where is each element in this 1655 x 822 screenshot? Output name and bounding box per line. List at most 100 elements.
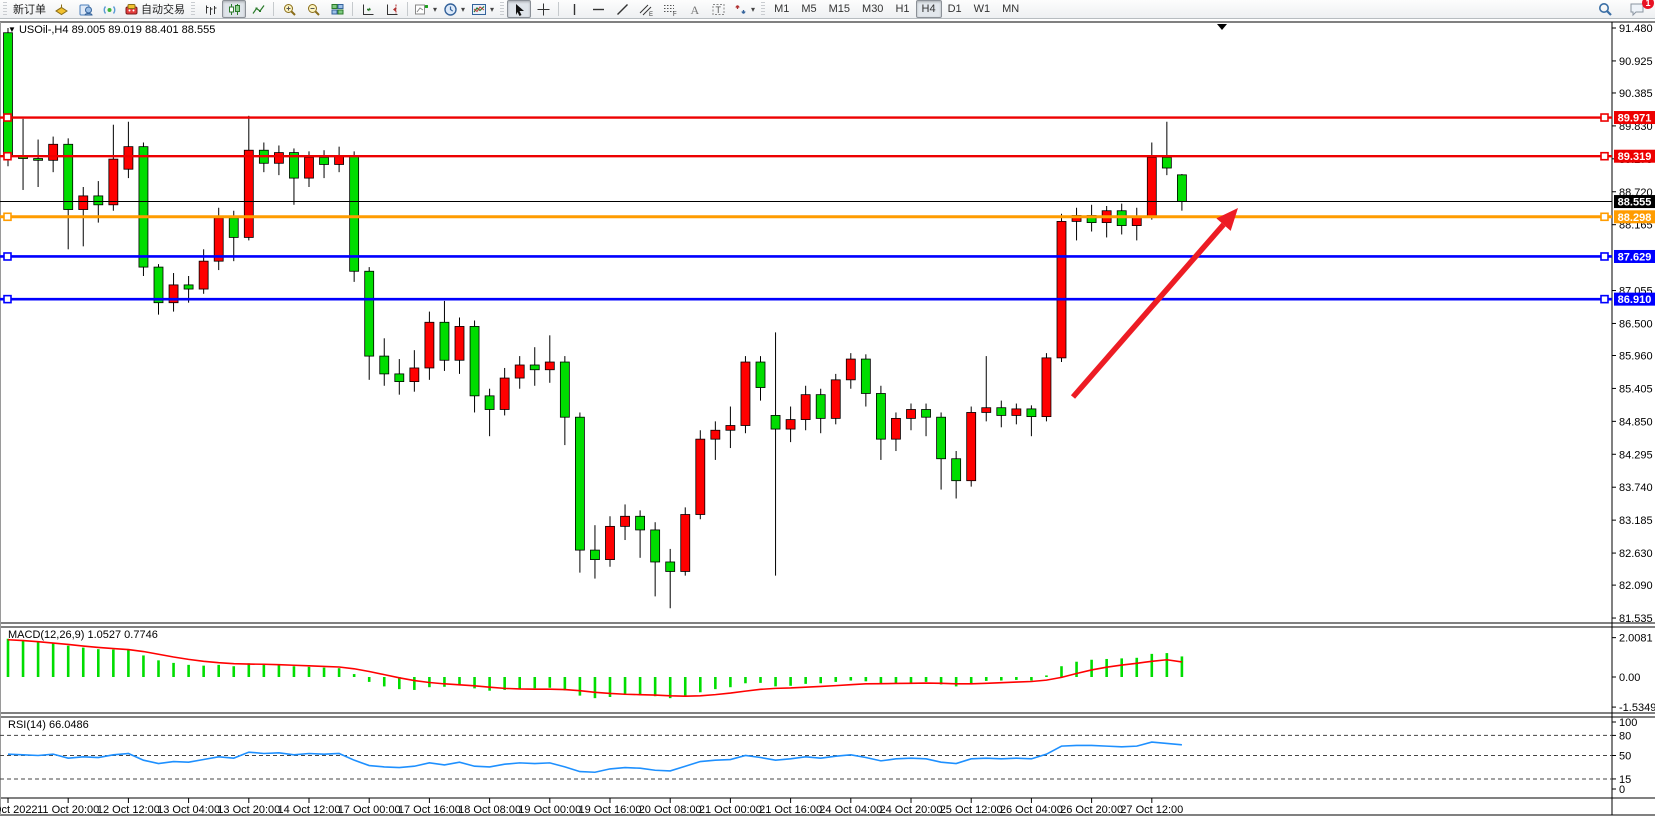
candle-body[interactable] (1026, 408, 1037, 418)
candle-body[interactable] (289, 152, 299, 179)
time-axis-label[interactable]: 13 Oct 20:00 (217, 804, 280, 816)
candle-body[interactable] (1041, 357, 1052, 418)
candle-body[interactable] (228, 217, 239, 238)
candle-body[interactable] (78, 195, 89, 210)
candle-body[interactable] (544, 361, 555, 371)
candle-body[interactable] (1177, 174, 1187, 202)
candle-body[interactable] (454, 326, 465, 361)
signals-button[interactable] (97, 0, 121, 18)
timeframe-m1-button[interactable]: M1 (774, 3, 790, 15)
equidistant-channel-button[interactable]: E (634, 0, 658, 18)
candle-body[interactable] (1161, 156, 1172, 169)
profiles-button[interactable] (73, 0, 97, 18)
horizontal-line-button[interactable] (586, 0, 610, 18)
candle-body[interactable] (755, 361, 766, 388)
chart-shift-button[interactable] (380, 0, 404, 18)
text-label-button[interactable]: T (706, 0, 730, 18)
time-axis-label[interactable]: 21 Oct 00:00 (699, 804, 762, 816)
line-handle[interactable] (3, 252, 12, 261)
candle-body[interactable] (108, 158, 119, 206)
time-axis-label[interactable]: 24 Oct 20:00 (880, 804, 943, 816)
chevron-down-icon[interactable]: ▼ (8, 25, 16, 34)
candle-body[interactable] (3, 32, 13, 157)
line-handle[interactable] (3, 212, 12, 222)
candle-body[interactable] (605, 525, 615, 560)
line-chart-button[interactable] (246, 0, 270, 18)
candle-body[interactable] (469, 326, 480, 397)
candle-body[interactable] (830, 379, 841, 419)
candle-body[interactable] (635, 515, 645, 531)
time-axis-label[interactable]: 11 Oct 2022 (0, 804, 38, 816)
tile-windows-button[interactable] (325, 0, 349, 18)
time-axis-label[interactable]: 27 Oct 12:00 (1120, 804, 1183, 816)
candle-body[interactable] (63, 143, 74, 210)
candle-body[interactable] (725, 425, 736, 431)
candle-body[interactable] (379, 355, 390, 375)
auto-scroll-button[interactable] (356, 0, 380, 18)
time-axis-label[interactable]: 18 Oct 08:00 (458, 804, 521, 816)
line-handle[interactable] (3, 294, 12, 304)
time-axis-label[interactable]: 17 Oct 16:00 (398, 804, 461, 816)
candle-body[interactable] (243, 149, 254, 238)
zoom-out-button[interactable] (301, 0, 325, 18)
candle-body[interactable] (650, 529, 661, 563)
candle-body[interactable] (575, 416, 585, 551)
line-handle[interactable] (1600, 113, 1609, 122)
cursor-button[interactable] (507, 0, 532, 18)
candle-body[interactable] (48, 143, 59, 161)
candle-body[interactable] (590, 549, 600, 560)
candle-body[interactable] (845, 358, 856, 381)
time-axis-label[interactable]: 26 Oct 04:00 (1000, 804, 1063, 816)
line-handle[interactable] (1600, 212, 1609, 222)
candle-body[interactable] (1011, 408, 1022, 416)
trendline-button[interactable] (610, 0, 634, 18)
toolbar-grip[interactable] (761, 2, 766, 16)
time-axis-label[interactable]: 19 Oct 16:00 (579, 804, 642, 816)
line-handle[interactable] (1600, 294, 1609, 304)
time-axis-label[interactable]: 19 Oct 00:00 (518, 804, 581, 816)
candle-body[interactable] (319, 156, 329, 165)
candle-body[interactable] (168, 284, 179, 304)
toolbar-grip[interactable] (500, 2, 505, 16)
candle-body[interactable] (966, 412, 977, 482)
charts-button[interactable] (49, 0, 73, 18)
timeframe-mn-button[interactable]: MN (1002, 3, 1020, 15)
candle-body[interactable] (33, 158, 43, 161)
candle-body[interactable] (921, 409, 931, 418)
timeframe-h4-button[interactable]: H4 (915, 0, 942, 18)
candle-body[interactable] (499, 377, 510, 410)
candle-body[interactable] (304, 156, 314, 179)
fibonacci-button[interactable]: F (658, 0, 682, 18)
toolbar-grip[interactable] (191, 2, 195, 16)
candle-body[interactable] (620, 515, 630, 527)
line-handle[interactable] (1600, 252, 1609, 261)
candle-body[interactable] (183, 284, 194, 290)
time-axis-label[interactable]: 26 Oct 20:00 (1060, 804, 1123, 816)
periods-button[interactable]: ▾ (440, 0, 468, 18)
candle-body[interactable] (936, 416, 946, 460)
new-order-button[interactable]: 新订单 (10, 0, 49, 18)
candle-body[interactable] (981, 407, 992, 413)
timeframe-m15-button[interactable]: M15 (828, 3, 851, 15)
timeframe-d1-button[interactable]: D1 (947, 3, 962, 15)
candle-body[interactable] (1146, 156, 1157, 218)
crosshair-button[interactable] (531, 0, 555, 18)
chart-canvas[interactable]: 91.48090.92590.38589.83089.27588.72088.1… (0, 18, 1655, 822)
candle-body[interactable] (198, 260, 209, 290)
toolbar-grip[interactable] (3, 2, 7, 16)
candle-body[interactable] (153, 266, 164, 304)
candle-body[interactable] (273, 152, 284, 164)
candle-body[interactable] (394, 373, 405, 383)
candle-body[interactable] (514, 364, 525, 379)
line-handle[interactable] (3, 151, 12, 161)
time-axis-label[interactable]: 17 Oct 00:00 (338, 804, 401, 816)
time-axis-label[interactable]: 14 Oct 12:00 (278, 804, 341, 816)
candle-body[interactable] (439, 321, 450, 361)
trend-arrow-head[interactable] (1216, 208, 1238, 231)
candle-body[interactable] (710, 429, 721, 440)
candlestick-chart-button[interactable] (222, 0, 246, 18)
timeframe-m5-button[interactable]: M5 (801, 3, 817, 15)
notifications-button[interactable]: 1 (1625, 0, 1654, 18)
candle-body[interactable] (529, 364, 540, 371)
candle-body[interactable] (785, 419, 796, 430)
